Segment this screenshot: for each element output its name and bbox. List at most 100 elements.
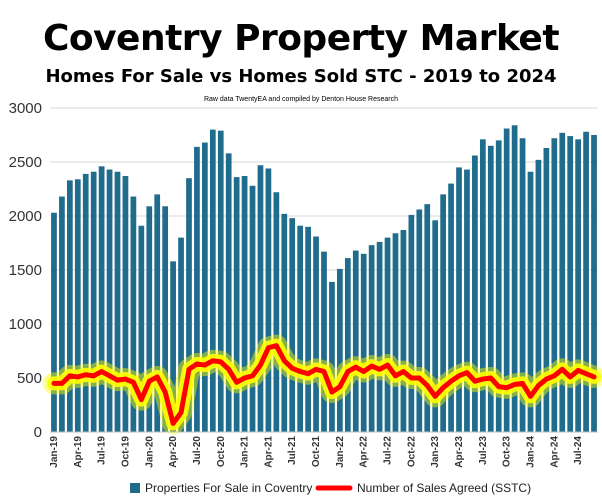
line-series [42, 334, 602, 435]
bar [567, 136, 574, 432]
bar [337, 268, 343, 432]
bar [51, 212, 57, 432]
y-tick-label: 1000 [9, 316, 42, 333]
y-tick-label: 1500 [9, 262, 42, 279]
x-axis: Jan-19 Apr-19 Jul-19 Oct-19 Jan-20 Apr-20 Jul-… [49, 431, 598, 468]
x-tick-label: Jul-19 [97, 436, 108, 465]
bar [305, 226, 311, 432]
x-tick-label: Oct-23 [502, 436, 513, 468]
x-tick-label: Apr-22 [359, 436, 370, 468]
line-sstc [51, 343, 597, 426]
bar [360, 253, 367, 432]
y-tick-label: 0 [34, 424, 42, 441]
bar [241, 176, 248, 432]
bar [74, 179, 81, 432]
bar [432, 220, 439, 432]
bar [209, 129, 216, 432]
bar [106, 169, 113, 432]
bar [130, 196, 137, 432]
bar [424, 204, 431, 432]
bar-series [51, 125, 597, 433]
bar [503, 128, 510, 432]
x-tick-label: Oct-19 [120, 436, 131, 468]
chart-subtitle: Homes For Sale vs Homes Sold STC - 2019 … [45, 66, 557, 87]
x-tick-label: Apr-23 [454, 436, 465, 468]
bar [384, 237, 391, 432]
chart-title: Coventry Property Market [42, 18, 560, 59]
bar [511, 125, 518, 432]
bar [591, 135, 597, 432]
x-tick-label: Jan-24 [525, 436, 536, 468]
bar [527, 171, 534, 432]
x-tick-label: Jul-23 [478, 436, 489, 465]
bar [487, 145, 494, 433]
bar [472, 155, 478, 432]
bar [495, 140, 502, 432]
bar [464, 169, 470, 432]
bar [297, 225, 304, 432]
x-tick-label: Apr-24 [549, 436, 560, 468]
bar [392, 233, 399, 432]
bar [98, 166, 105, 432]
bar [583, 131, 589, 432]
bar [59, 196, 65, 432]
bar [90, 171, 97, 432]
bar [344, 258, 351, 432]
chart-source: Raw data TwentyEA and compiled by Denton… [203, 96, 399, 103]
x-tick-label: Jan-23 [430, 436, 441, 468]
x-tick-label: Jan-22 [335, 436, 346, 468]
bar [352, 250, 359, 432]
bar [122, 176, 129, 432]
bar [519, 138, 526, 433]
bar [162, 206, 169, 432]
bar [329, 281, 335, 432]
legend-label-bars: Properties For Sale in Coventry [145, 481, 312, 495]
bar [257, 165, 264, 433]
bar [376, 241, 383, 432]
x-tick-label: Jul-21 [287, 436, 298, 465]
bar [146, 206, 153, 432]
bar [249, 185, 256, 432]
y-axis: 0 500 1000 1500 2000 2500 3000 [9, 100, 42, 441]
bar [202, 142, 208, 432]
bar [114, 171, 121, 432]
bar [543, 147, 550, 432]
legend: Properties For Sale in Coventry Number o… [130, 481, 531, 495]
bar [82, 173, 89, 432]
bar [194, 146, 200, 432]
bar [400, 230, 407, 432]
bar [138, 225, 145, 432]
bar [479, 139, 486, 432]
bar [233, 177, 240, 432]
bar [273, 192, 280, 432]
bar [217, 130, 224, 432]
x-tick-label: Oct-22 [406, 436, 417, 468]
y-tick-label: 500 [17, 370, 42, 387]
bar [575, 139, 582, 432]
x-tick-label: Jul-22 [383, 436, 394, 465]
bar [416, 209, 423, 432]
bar [178, 237, 184, 432]
bar [225, 153, 232, 433]
bar [448, 183, 454, 432]
legend-swatch-bars [130, 483, 140, 493]
x-tick-label: Apr-20 [168, 436, 179, 468]
bar [154, 194, 161, 432]
y-tick-label: 3000 [9, 100, 42, 117]
bar [321, 251, 327, 432]
x-tick-label: Jan-19 [49, 436, 60, 468]
x-tick-label: Apr-21 [263, 436, 274, 468]
x-tick-label: Oct-20 [216, 436, 227, 468]
x-tick-label: Jan-20 [144, 436, 155, 468]
bar [289, 218, 296, 432]
bar [440, 194, 446, 432]
y-tick-label: 2000 [9, 208, 42, 225]
x-tick-label: Oct-21 [311, 436, 322, 468]
bar [313, 236, 319, 432]
bar [456, 167, 462, 432]
bar [559, 132, 566, 432]
y-tick-label: 2500 [9, 154, 42, 171]
legend-label-line: Number of Sales Agreed (SSTC) [357, 481, 531, 495]
bar [265, 168, 272, 433]
